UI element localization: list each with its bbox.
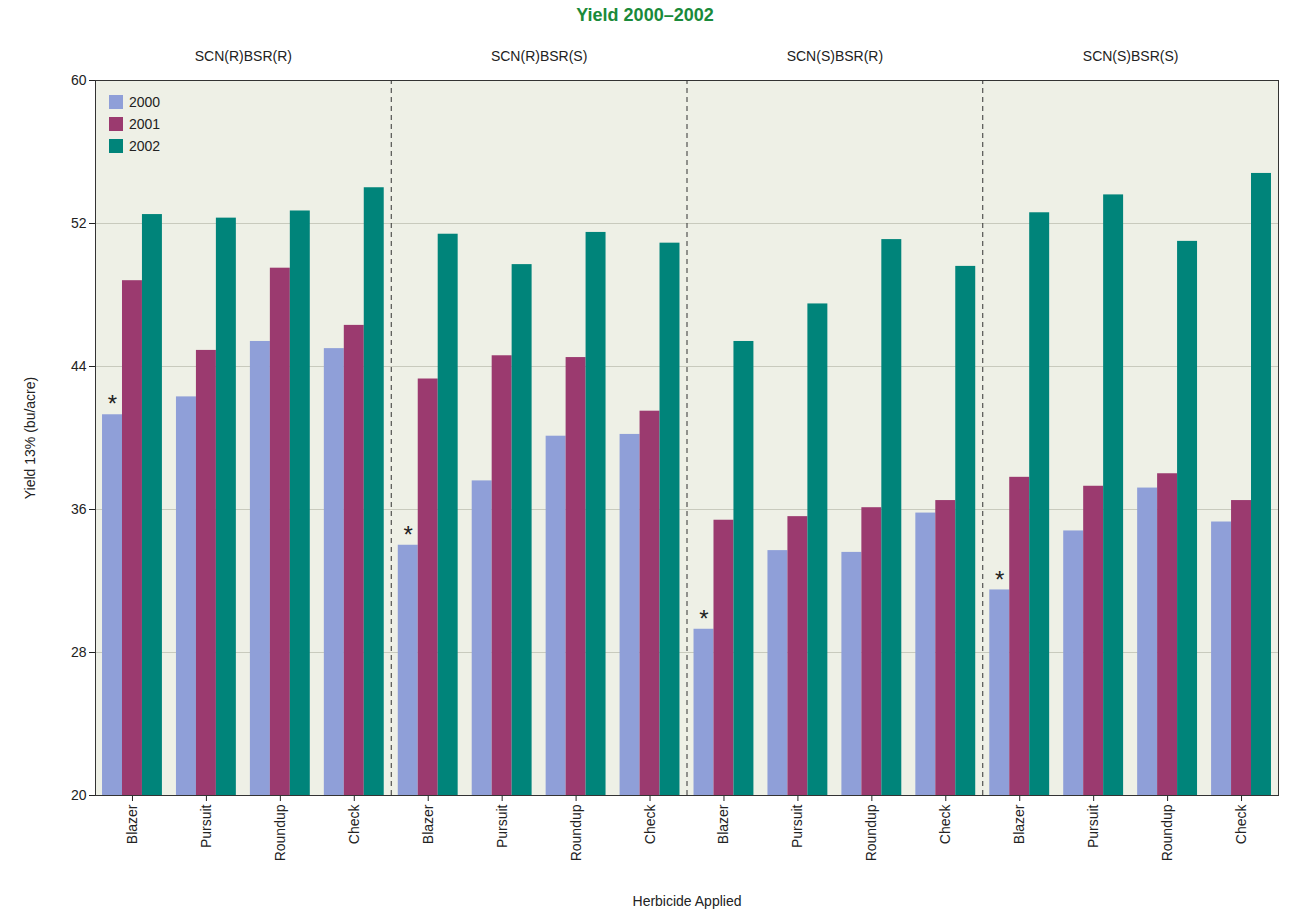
svg-text:Roundup: Roundup: [1159, 804, 1175, 861]
svg-text:Check: Check: [937, 804, 953, 845]
svg-text:36: 36: [71, 501, 87, 517]
svg-text:*: *: [995, 566, 1004, 593]
svg-text:52: 52: [71, 215, 87, 231]
svg-text:Blazer: Blazer: [420, 804, 436, 844]
svg-text:*: *: [108, 390, 117, 417]
svg-text:Roundup: Roundup: [568, 804, 584, 861]
svg-text:Pursuit: Pursuit: [494, 804, 510, 848]
svg-text:20: 20: [71, 787, 87, 803]
svg-text:Yield 13% (bu/acre): Yield 13% (bu/acre): [22, 377, 38, 499]
svg-text:SCN(S)BSR(S): SCN(S)BSR(S): [1083, 48, 1179, 64]
svg-text:SCN(R)BSR(R): SCN(R)BSR(R): [195, 48, 292, 64]
svg-text:*: *: [404, 521, 413, 548]
svg-text:Blazer: Blazer: [1011, 804, 1027, 844]
svg-text:Check: Check: [642, 804, 658, 845]
svg-text:Check: Check: [346, 804, 362, 845]
svg-text:44: 44: [71, 358, 87, 374]
html-text:2000: 2000: [129, 94, 161, 110]
svg-text:Herbicide Applied: Herbicide Applied: [633, 893, 742, 909]
svg-text:Roundup: Roundup: [272, 804, 288, 861]
svg-text:Roundup: Roundup: [863, 804, 879, 861]
html-text:2002: 2002: [129, 138, 161, 154]
svg-text:28: 28: [71, 644, 87, 660]
svg-text:*: *: [699, 605, 708, 632]
svg-text:Check: Check: [1233, 804, 1249, 845]
html-text:Yield 2000–2002: Yield 2000–2002: [576, 5, 714, 25]
html-text:2001: 2001: [129, 116, 161, 132]
svg-text:SCN(S)BSR(R): SCN(S)BSR(R): [787, 48, 883, 64]
svg-text:Pursuit: Pursuit: [198, 804, 214, 848]
svg-text:SCN(R)BSR(S): SCN(R)BSR(S): [491, 48, 587, 64]
svg-text:60: 60: [71, 72, 87, 88]
svg-text:Blazer: Blazer: [715, 804, 731, 844]
svg-text:Pursuit: Pursuit: [1085, 804, 1101, 848]
svg-text:Blazer: Blazer: [124, 804, 140, 844]
svg-text:Pursuit: Pursuit: [789, 804, 805, 848]
